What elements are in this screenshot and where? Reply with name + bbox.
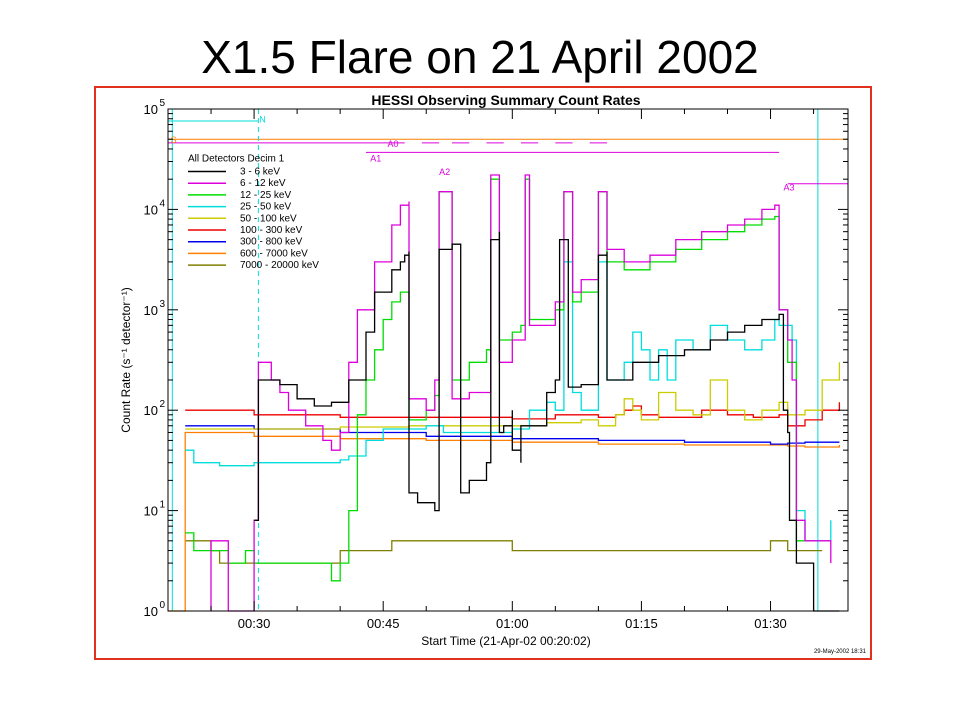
y-axis-label: Count Rate (s⁻¹ detector⁻¹) [119,287,133,432]
y-tick-label: 10 [144,202,158,217]
x-axis-label: Start Time (21-Apr-02 00:20:02) [421,634,590,648]
y-tick-label: 10 [144,403,158,418]
y-tick-exponent: 5 [159,98,165,109]
y-tick-label: 10 [144,604,158,619]
state-label-A3: A3 [783,182,794,192]
legend-entry: 25 - 50 keV [240,202,291,213]
y-tick-exponent: 2 [159,399,165,410]
legend-entry: 300 - 800 keV [240,237,303,248]
plot-area [167,108,849,612]
state-label-S: S [171,135,177,145]
series-line [168,431,841,612]
y-tick-label: 10 [144,303,158,318]
legend-entry: 6 - 12 keV [240,178,286,189]
y-tick-exponent: 4 [159,198,165,209]
x-tick-label: 01:30 [754,616,787,631]
count-rate-chart: HESSI Observing Summary Count Rates S N A0… [119,92,867,655]
y-tick-label: 10 [144,102,158,117]
y-tick-label: 10 [144,504,158,519]
legend-entry: 50 - 100 keV [240,213,297,224]
y-tick-exponent: 3 [159,299,165,310]
series-line [210,174,832,612]
legend-entry: 600 - 7000 keV [240,248,308,259]
legend-title: All Detectors Decim 1 [188,153,285,164]
legend-entry: 3 - 6 keV [240,166,280,177]
series-line [185,261,832,542]
chart-title: HESSI Observing Summary Count Rates [371,92,640,108]
legend-entry: 7000 - 20000 keV [240,260,319,271]
state-label-A2: A2 [439,167,450,177]
state-label-N: N [259,115,266,125]
chart-frame: HESSI Observing Summary Count Rates S N A0… [94,86,872,660]
series-line [254,231,840,612]
x-tick-label: 01:15 [625,616,658,631]
series-line [185,540,823,564]
x-tick-label: 00:30 [238,616,271,631]
y-tick-exponent: 1 [159,500,165,511]
y-tick-exponent: 0 [159,600,165,611]
footer-timestamp: 29-May-2002 18:31 [814,649,867,655]
legend-entry: 12 - 25 keV [240,190,291,201]
state-label-A1: A1 [370,153,381,163]
x-tick-label: 01:00 [496,616,529,631]
x-tick-label: 00:45 [367,616,400,631]
state-label-A0: A0 [387,139,398,149]
legend-entry: 100 - 300 keV [240,225,303,236]
slide-title: X1.5 Flare on 21 April 2002 [201,31,759,83]
